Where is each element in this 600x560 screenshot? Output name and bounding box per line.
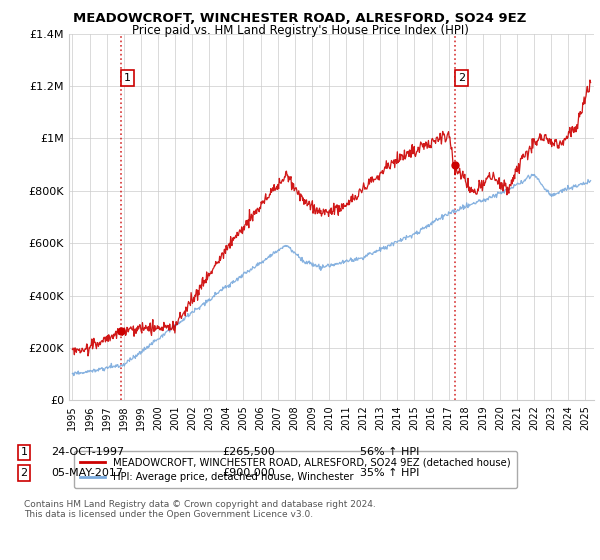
Text: 35% ↑ HPI: 35% ↑ HPI xyxy=(360,468,419,478)
Text: Contains HM Land Registry data © Crown copyright and database right 2024.
This d: Contains HM Land Registry data © Crown c… xyxy=(24,500,376,519)
Text: £900,000: £900,000 xyxy=(222,468,275,478)
Text: 24-OCT-1997: 24-OCT-1997 xyxy=(51,447,124,458)
Legend: MEADOWCROFT, WINCHESTER ROAD, ALRESFORD, SO24 9EZ (detached house), HPI: Average: MEADOWCROFT, WINCHESTER ROAD, ALRESFORD,… xyxy=(74,451,517,488)
Text: £265,500: £265,500 xyxy=(222,447,275,458)
Text: MEADOWCROFT, WINCHESTER ROAD, ALRESFORD, SO24 9EZ: MEADOWCROFT, WINCHESTER ROAD, ALRESFORD,… xyxy=(73,12,527,25)
Text: 2: 2 xyxy=(20,468,28,478)
Text: 1: 1 xyxy=(124,73,131,83)
Text: 2: 2 xyxy=(458,73,465,83)
Text: 1: 1 xyxy=(20,447,28,458)
Text: 05-MAY-2017: 05-MAY-2017 xyxy=(51,468,123,478)
Text: 56% ↑ HPI: 56% ↑ HPI xyxy=(360,447,419,458)
Text: Price paid vs. HM Land Registry's House Price Index (HPI): Price paid vs. HM Land Registry's House … xyxy=(131,24,469,37)
